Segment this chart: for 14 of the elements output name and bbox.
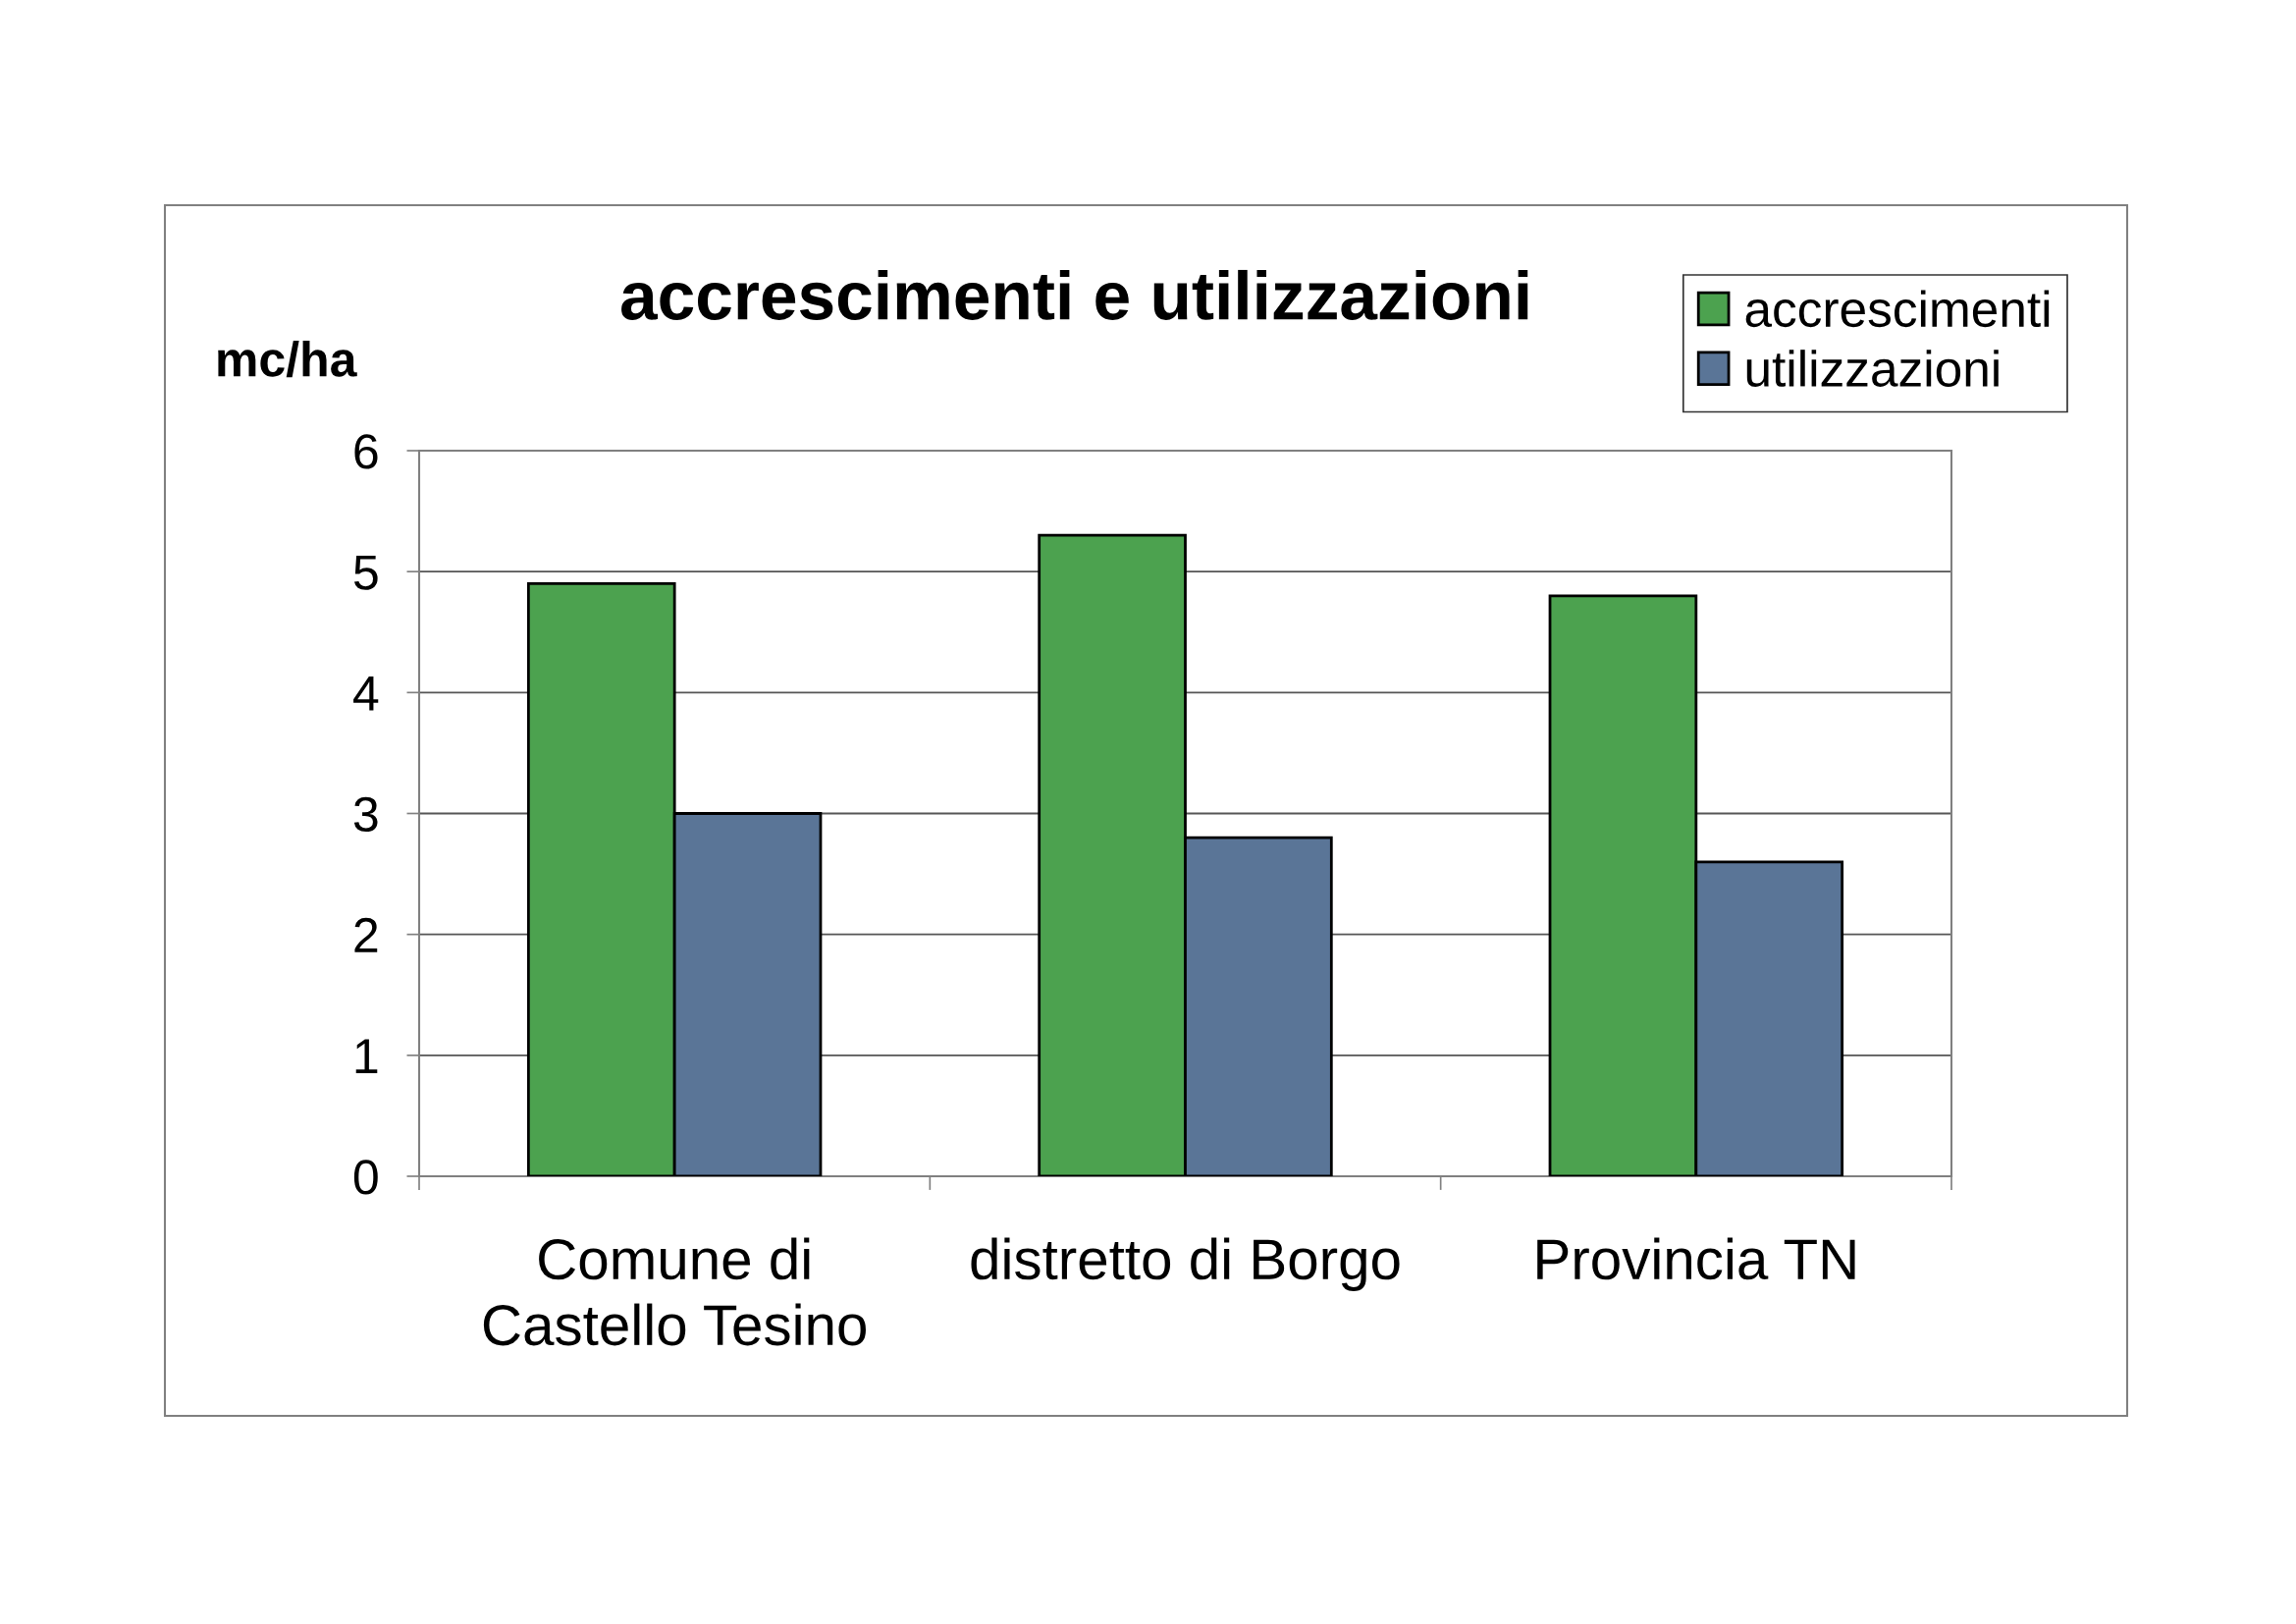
- y-tick-label: 4: [353, 677, 379, 711]
- y-tick-label: 5: [353, 555, 378, 590]
- legend-label: accrescimenti: [1745, 290, 2050, 328]
- x-tick-label: Comune di Castello Tesino: [483, 1237, 866, 1346]
- y-axis-title: mc/ha: [218, 341, 357, 378]
- y-tick-label: 3: [353, 796, 378, 833]
- y-tick-label: 0: [353, 1160, 378, 1195]
- x-tick-label: Provincia TN: [1537, 1237, 1855, 1280]
- x-tick-label: distretto di Borgo: [971, 1237, 1400, 1291]
- y-tick-label: 1: [355, 1039, 378, 1073]
- legend-label: utilizzazioni: [1746, 350, 1999, 387]
- chart-title: accrescimenti e utilizzazioni: [621, 269, 1528, 320]
- y-tick-label: 2: [354, 917, 378, 952]
- y-tick-label: 6: [354, 434, 378, 469]
